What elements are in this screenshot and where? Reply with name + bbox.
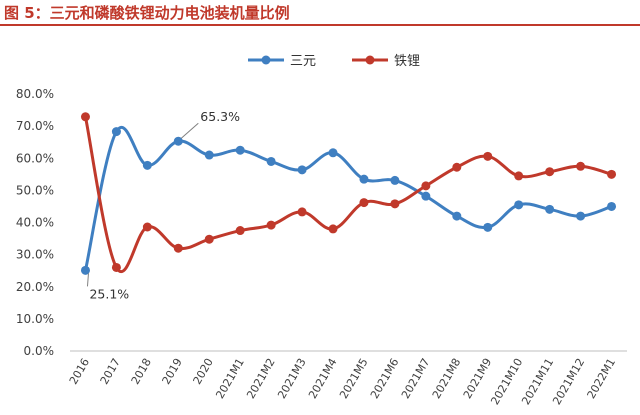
x-tick-label: 2021M6: [368, 356, 402, 401]
series-line-1: [84, 116, 612, 273]
y-tick-label: 10.0%: [16, 312, 54, 326]
legend-swatch-marker: [365, 55, 375, 65]
y-tick-label: 80.0%: [16, 87, 54, 101]
series-point-1: [483, 151, 493, 161]
y-tick-label: 20.0%: [16, 280, 54, 294]
y-tick-label: 70.0%: [16, 119, 54, 133]
series-point-0: [359, 174, 369, 184]
series-point-1: [514, 171, 524, 181]
x-tick-label: 2020: [191, 356, 216, 387]
series-point-0: [80, 265, 90, 275]
series-point-1: [421, 181, 431, 191]
y-tick-label: 0.0%: [24, 344, 55, 358]
series-point-1: [297, 207, 307, 217]
data-label: 25.1%: [89, 286, 129, 301]
y-tick-label: 40.0%: [16, 216, 54, 230]
series-point-1: [576, 161, 586, 171]
series-point-0: [421, 191, 431, 201]
series-line-0: [84, 126, 613, 271]
legend-label: 铁锂: [394, 54, 420, 69]
series-point-0: [483, 222, 493, 232]
x-tick-label: 2021M2: [244, 356, 278, 401]
y-tick-label: 50.0%: [16, 183, 54, 197]
series-point-1: [173, 243, 183, 253]
series-point-1: [142, 222, 152, 232]
annotation-leader: [86, 273, 89, 287]
series-point-0: [235, 145, 245, 155]
x-tick-label: 2021M8: [430, 356, 464, 401]
series-point-0: [452, 211, 462, 221]
series-point-0: [142, 160, 152, 170]
series-point-0: [204, 150, 214, 160]
x-tick-label: 2022M1: [585, 356, 619, 401]
series-point-1: [545, 167, 555, 177]
series-point-1: [452, 162, 462, 172]
series-point-1: [204, 234, 214, 244]
title-underline: [0, 24, 640, 26]
x-tick-label: 2021M5: [337, 356, 371, 401]
x-tick-label: 2016: [67, 356, 92, 387]
series-point-0: [514, 200, 524, 210]
series-point-1: [235, 226, 245, 236]
figure-title: 图 5：三元和磷酸铁锂动力电池装机量比例: [4, 4, 290, 22]
series-point-0: [545, 204, 555, 214]
series-point-0: [111, 127, 121, 137]
legend-label: 三元: [290, 54, 316, 69]
x-tick-label: 2021M3: [275, 356, 309, 401]
annotation-leader: [180, 122, 199, 139]
series-point-1: [607, 169, 617, 179]
legend-swatch-marker: [261, 55, 271, 65]
series-point-0: [390, 175, 400, 185]
x-tick-label: 2021M12: [550, 356, 587, 407]
x-tick-label: 2021M9: [461, 356, 495, 401]
data-label: 65.3%: [200, 109, 240, 124]
series-point-1: [328, 224, 338, 234]
x-tick-label: 2021M1: [213, 356, 247, 401]
series-point-0: [576, 211, 586, 221]
series-point-1: [80, 112, 90, 122]
series-point-1: [359, 198, 369, 208]
series-point-0: [607, 201, 617, 211]
series-point-0: [297, 165, 307, 175]
series-point-1: [390, 199, 400, 209]
x-tick-label: 2018: [129, 356, 154, 387]
x-tick-label: 2021M7: [399, 356, 433, 401]
figure-title-bar: 图 5：三元和磷酸铁锂动力电池装机量比例: [0, 0, 640, 26]
x-tick-label: 2017: [98, 356, 123, 387]
x-tick-label: 2019: [160, 356, 185, 387]
x-tick-label: 2021M4: [306, 356, 340, 401]
series-point-0: [266, 156, 276, 166]
series-point-0: [328, 148, 338, 158]
series-point-1: [111, 262, 121, 272]
y-tick-label: 60.0%: [16, 151, 54, 165]
series-point-0: [173, 136, 183, 146]
series-point-1: [266, 220, 276, 230]
y-tick-label: 30.0%: [16, 248, 54, 262]
